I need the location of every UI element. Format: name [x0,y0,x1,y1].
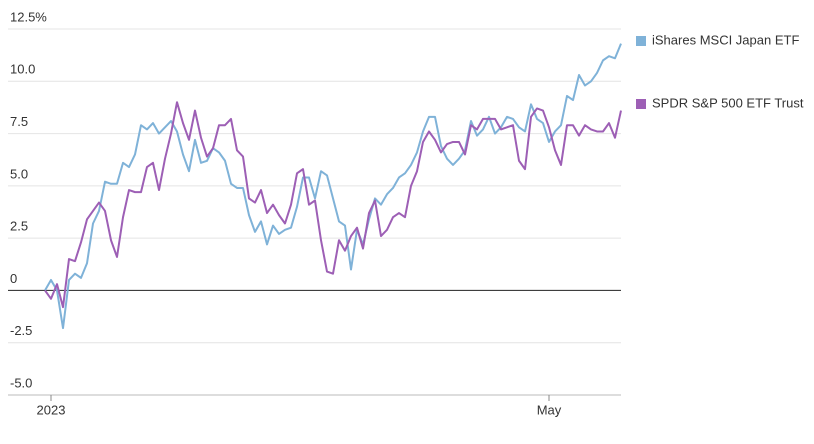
y-tick-label: 12.5% [10,9,47,24]
x-tick-label: May [537,402,562,417]
legend-swatch [636,99,646,109]
series-line [44,101,622,309]
legend-label: iShares MSCI Japan ETF [652,32,799,47]
y-tick-label: 10.0 [10,62,35,77]
y-tick-label: 5.0 [10,166,28,181]
y-tick-label: 7.5 [10,114,28,129]
x-tick-label: 2023 [37,402,66,417]
y-tick-label: 2.5 [10,219,28,234]
legend-label: SPDR S&P 500 ETF Trust [652,95,804,110]
legend-swatch [636,36,646,46]
y-tick-label: -5.0 [10,375,32,390]
y-tick-label: -2.5 [10,323,32,338]
y-tick-label: 0 [10,271,17,286]
series-line [44,43,622,330]
